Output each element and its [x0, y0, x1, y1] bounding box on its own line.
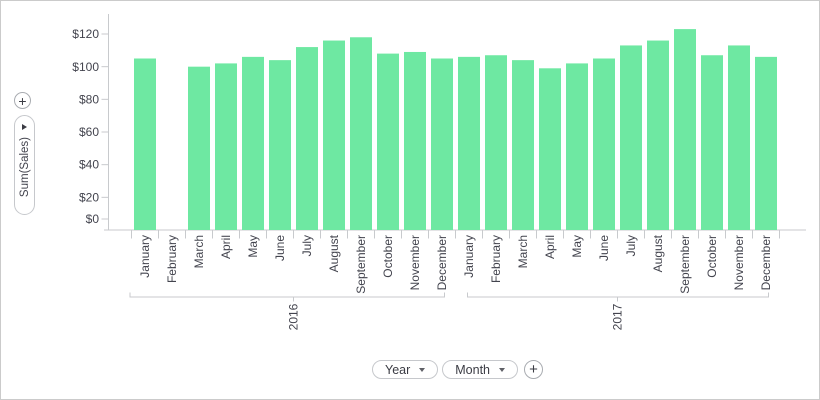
month-dimension-label: Month: [455, 362, 491, 377]
x-tick-label-2017-january: January: [462, 235, 476, 278]
add-dimension-button[interactable]: +: [524, 360, 544, 379]
year-label-2017: 2017: [611, 303, 625, 330]
x-tick-label-2016-january: January: [138, 235, 152, 278]
bar-2017-july[interactable]: [620, 45, 642, 230]
y-tick-label-20: $20: [79, 190, 99, 204]
x-tick-label-2016-april: April: [219, 235, 233, 259]
year-bracket-2016: [129, 292, 445, 298]
x-tick-label-2016-november: November: [408, 235, 422, 290]
year-label-2016: 2016: [287, 303, 301, 330]
caret-down-icon: [419, 368, 426, 372]
sales-bar-chart: $0 $20 $40 $60 $80 $100 $120 January February Mar…: [72, 14, 806, 330]
x-tick-label-2016-june: June: [273, 235, 287, 261]
bar-2017-april[interactable]: [539, 68, 561, 230]
bar-2016-december[interactable]: [431, 58, 453, 230]
bar-2016-may[interactable]: [242, 56, 264, 230]
y-tick-label-60: $60: [79, 125, 99, 139]
caret-right-icon: [22, 124, 27, 130]
bar-2017-february[interactable]: [485, 55, 507, 230]
bar-2016-april[interactable]: [215, 63, 237, 231]
caret-down-icon: [499, 368, 506, 372]
x-tick-label-2016-august: August: [327, 234, 341, 272]
x-tick-label-2016-september: September: [354, 235, 368, 294]
x-tick-label-2017-july: July: [624, 235, 638, 256]
bar-2016-march[interactable]: [188, 66, 210, 230]
x-tick-label-2017-december: December: [759, 235, 773, 290]
year-dimension-label: Year: [385, 362, 411, 377]
bar-2017-january[interactable]: [458, 56, 480, 230]
y-tick-label-120: $120: [72, 27, 99, 41]
x-tick-label-2017-february: February: [489, 235, 503, 283]
add-measure-button[interactable]: +: [14, 92, 31, 109]
x-tick-label-2017-april: April: [543, 235, 557, 259]
year-bracket-2017: [467, 292, 769, 298]
x-tick-label-2017-october: October: [705, 235, 719, 278]
bar-2017-may[interactable]: [566, 63, 588, 231]
x-tick-label-2016-may: May: [246, 235, 260, 258]
bar-2017-march[interactable]: [512, 60, 534, 231]
year-dimension-button[interactable]: Year: [372, 360, 439, 379]
x-tick-label-2017-september: September: [678, 235, 692, 294]
bar-2017-june[interactable]: [593, 58, 615, 230]
bar-2016-october[interactable]: [377, 53, 399, 230]
y-tick-label-100: $100: [72, 60, 99, 74]
x-tick-label-2016-december: December: [435, 235, 449, 290]
x-tick-label-2017-august: August: [651, 234, 665, 272]
x-tick-label-2016-july: July: [300, 235, 314, 256]
x-tick-label-2017-may: May: [570, 235, 584, 258]
plus-icon: +: [18, 92, 27, 109]
bar-2017-august[interactable]: [647, 40, 669, 230]
bar-2016-july[interactable]: [296, 47, 318, 230]
bar-2016-november[interactable]: [404, 51, 426, 230]
x-tick-label-2017-november: November: [732, 235, 746, 290]
measure-pill-sum-sales[interactable]: Sum(Sales): [14, 115, 35, 215]
bar-2017-november[interactable]: [728, 45, 750, 230]
plus-icon: +: [529, 361, 538, 378]
bar-2016-january[interactable]: [134, 58, 156, 230]
y-tick-label-0: $0: [86, 212, 100, 226]
x-tick-label-2017-march: March: [516, 235, 530, 268]
x-tick-label-2016-february: February: [165, 235, 179, 283]
bar-2017-october[interactable]: [701, 55, 723, 230]
bar-2016-june[interactable]: [269, 60, 291, 231]
x-tick-label-2016-october: October: [381, 235, 395, 278]
dimension-bar: Year Month +: [372, 360, 544, 379]
bar-2016-august[interactable]: [323, 40, 345, 230]
x-tick-label-2017-june: June: [597, 235, 611, 261]
bar-2017-september[interactable]: [674, 29, 696, 231]
month-dimension-button[interactable]: Month: [442, 360, 519, 379]
y-tick-label-80: $80: [79, 92, 99, 106]
y-tick-label-40: $40: [79, 158, 99, 172]
bar-2016-september[interactable]: [350, 37, 372, 230]
bar-2017-december[interactable]: [755, 56, 777, 230]
x-tick-label-2016-march: March: [192, 235, 206, 268]
